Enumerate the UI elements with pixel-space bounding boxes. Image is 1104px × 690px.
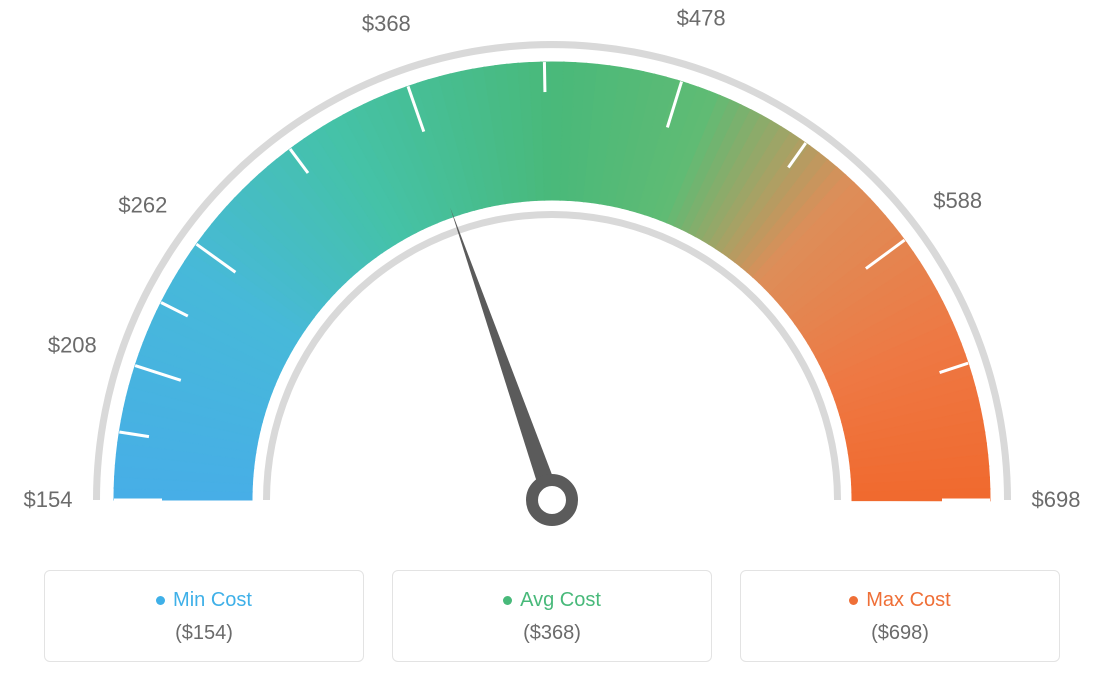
svg-text:$588: $588	[933, 188, 982, 213]
gauge-svg: $154 $208 $262 $368 $478 $588 $698	[0, 0, 1104, 560]
legend-title-avg: Avg Cost	[503, 589, 601, 612]
legend-title-min: Min Cost	[156, 589, 252, 612]
legend-title-max: Max Cost	[849, 589, 950, 612]
legend-card-min: Min Cost ($154)	[44, 570, 364, 662]
legend-dot-avg	[503, 596, 512, 605]
legend-card-max: Max Cost ($698)	[740, 570, 1060, 662]
legend-dot-min	[156, 596, 165, 605]
legend-value-min: ($154)	[45, 622, 363, 645]
legend-value-avg: ($368)	[393, 622, 711, 645]
svg-text:$208: $208	[48, 332, 97, 357]
svg-text:$478: $478	[677, 6, 726, 31]
svg-text:$368: $368	[362, 11, 411, 36]
legend-dot-max	[849, 596, 858, 605]
gauge-chart: $154 $208 $262 $368 $478 $588 $698	[0, 0, 1104, 560]
legend-card-avg: Avg Cost ($368)	[392, 570, 712, 662]
legend-value-max: ($698)	[741, 622, 1059, 645]
legend-label-max: Max Cost	[866, 589, 950, 612]
legend-label-min: Min Cost	[173, 589, 252, 612]
legend-label-avg: Avg Cost	[520, 589, 601, 612]
legend-row: Min Cost ($154) Avg Cost ($368) Max Cost…	[0, 570, 1104, 662]
svg-text:$698: $698	[1032, 487, 1081, 512]
svg-text:$262: $262	[118, 193, 167, 218]
svg-text:$154: $154	[24, 487, 73, 512]
